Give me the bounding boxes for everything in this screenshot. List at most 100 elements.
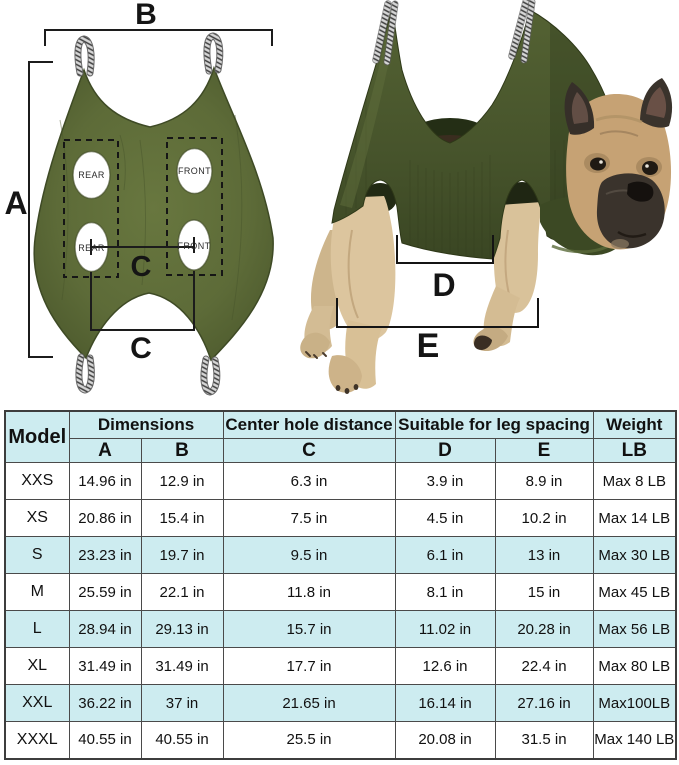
col-header-c: C: [222, 438, 396, 463]
cell-value: 15.4 in: [140, 499, 224, 537]
cell-value: Max 30 LB: [592, 536, 677, 574]
cell-value: 20.86 in: [68, 499, 142, 537]
size-row-xxxl: XXXL 40.55 in 40.55 in 25.5 in 20.08 in 31.5 …: [4, 721, 677, 759]
dog-nose-icon: [627, 181, 654, 202]
strap-loops: [74, 32, 224, 396]
dim-label-a: A: [4, 185, 27, 221]
cell-value: 22.4 in: [494, 647, 594, 685]
size-row-xxl: XXL 36.22 in 37 in 21.65 in 16.14 in 27.16 in…: [4, 684, 677, 722]
cell-value: 21.65 in: [222, 684, 396, 722]
dim-label-e: E: [417, 327, 440, 365]
cell-value: 8.9 in: [494, 462, 594, 500]
cell-model: M: [4, 573, 70, 611]
dim-b-bracket: [44, 29, 273, 46]
cell-value: 11.02 in: [394, 610, 496, 648]
dim-label-c-center: C: [131, 251, 152, 283]
cell-value: 8.1 in: [394, 573, 496, 611]
cell-value: 12.6 in: [394, 647, 496, 685]
dog-eye-left: [590, 157, 606, 171]
cell-model: XXXL: [4, 721, 70, 759]
cell-value: 6.3 in: [222, 462, 396, 500]
dim-label-c-bottom: C: [130, 332, 152, 365]
cell-value: Max 140 LB: [592, 721, 677, 759]
cell-value: 40.55 in: [68, 721, 142, 759]
cell-model: S: [4, 536, 70, 574]
col-header-weight: Weight: [592, 410, 677, 439]
cell-value: 15.7 in: [222, 610, 396, 648]
strap-bottom-right-icon: [200, 355, 221, 396]
hanging-straps: [372, 0, 536, 66]
cell-value: 15 in: [494, 573, 594, 611]
cell-value: 36.22 in: [68, 684, 142, 722]
size-row-xs: XS 20.86 in 15.4 in 7.5 in 4.5 in 10.2 in Max …: [4, 499, 677, 537]
cell-value: 25.5 in: [222, 721, 396, 759]
col-header-a: A: [68, 438, 142, 463]
col-header-leg-spacing: Suitable for leg spacing: [394, 410, 594, 439]
cell-model: L: [4, 610, 70, 648]
strap-left-peak-icon: [372, 0, 399, 66]
dim-e-bracket: [336, 298, 539, 328]
cell-value: 10.2 in: [494, 499, 594, 537]
cell-model: XXS: [4, 462, 70, 500]
cell-value: Max 80 LB: [592, 647, 677, 685]
cell-value: 37 in: [140, 684, 224, 722]
dim-a-bracket: [28, 61, 53, 358]
dog-eye-right: [642, 161, 658, 175]
cell-value: 6.1 in: [394, 536, 496, 574]
cell-model: XS: [4, 499, 70, 537]
cell-value: 31.5 in: [494, 721, 594, 759]
size-table-header: Model Dimensions Center hole distance Su…: [4, 410, 677, 463]
cell-value: 29.13 in: [140, 610, 224, 648]
hole-rear-top: [72, 150, 111, 200]
dashed-boxes: [63, 137, 223, 278]
col-header-dimensions: Dimensions: [68, 410, 224, 439]
dog-head: [564, 78, 673, 250]
cell-value: 31.49 in: [68, 647, 142, 685]
strap-top-right-icon: [203, 32, 224, 75]
size-table: Model Dimensions Center hole distance Su…: [4, 410, 678, 760]
size-row-xl: XL 31.49 in 31.49 in 17.7 in 12.6 in 22.4 in M…: [4, 647, 677, 685]
cell-value: 16.14 in: [394, 684, 496, 722]
cell-value: 20.28 in: [494, 610, 594, 648]
dim-c-center-line: [90, 237, 195, 255]
cell-value: 23.23 in: [68, 536, 142, 574]
col-header-e: E: [494, 438, 594, 463]
col-header-b: B: [140, 438, 224, 463]
dim-label-d: D: [432, 267, 455, 303]
cell-value: 31.49 in: [140, 647, 224, 685]
strap-bottom-left-icon: [75, 353, 95, 394]
col-header-lb: LB: [592, 438, 677, 463]
cell-value: 3.9 in: [394, 462, 496, 500]
flat-hammock-diagram: REAR FRONT REAR FRONT C C B A: [4, 0, 274, 396]
cell-value: Max 56 LB: [592, 610, 677, 648]
size-table-body: XXS 14.96 in 12.9 in 6.3 in 3.9 in 8.9 in Max …: [4, 462, 677, 759]
hole-label-rear-bottom: REAR: [78, 243, 105, 253]
cell-value: 28.94 in: [68, 610, 142, 648]
size-row-xxs: XXS 14.96 in 12.9 in 6.3 in 3.9 in 8.9 in Max …: [4, 462, 677, 500]
cell-value: 13 in: [494, 536, 594, 574]
dog-legs: [300, 196, 542, 394]
front-leg: [493, 202, 542, 313]
cell-value: 22.1 in: [140, 573, 224, 611]
hole-front-top: [176, 147, 213, 195]
rear-paw-near: [328, 355, 362, 393]
hole-label-rear-top: REAR: [78, 170, 105, 180]
cell-model: XXL: [4, 684, 70, 722]
rear-paw-far: [300, 332, 330, 359]
strap-top-left-icon: [74, 35, 95, 77]
cell-value: Max 45 LB: [592, 573, 677, 611]
cell-value: 17.7 in: [222, 647, 396, 685]
col-header-d: D: [394, 438, 496, 463]
hammock-fabric-photo: [331, 7, 621, 260]
size-row-s: S 23.23 in 19.7 in 9.5 in 6.1 in 13 in Max 30 …: [4, 536, 677, 574]
cell-value: 40.55 in: [140, 721, 224, 759]
strap-right-peak-icon: [508, 0, 536, 64]
col-header-model: Model: [4, 410, 70, 463]
cell-value: 20.08 in: [394, 721, 496, 759]
dim-label-b: B: [135, 0, 157, 31]
dim-d-bracket: [396, 235, 494, 264]
cell-value: 25.59 in: [68, 573, 142, 611]
cell-value: 9.5 in: [222, 536, 396, 574]
dog-in-hammock-photo: D E: [300, 0, 673, 394]
